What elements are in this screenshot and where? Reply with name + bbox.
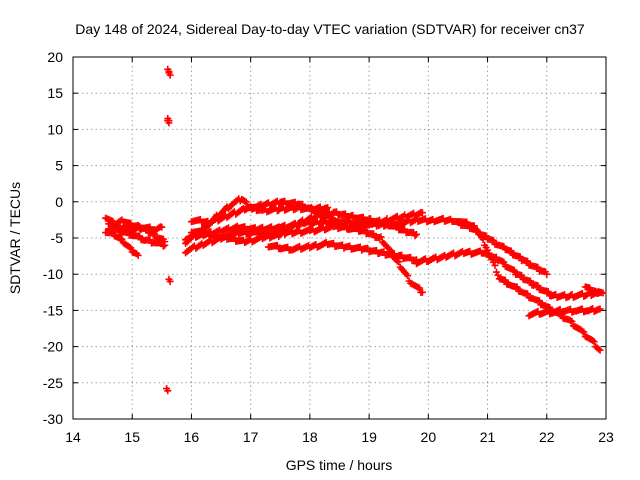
data-point [377,233,385,241]
data-point [491,261,499,269]
data-point [361,226,369,234]
data-point [134,251,142,259]
data-point [489,236,497,244]
data-point [418,209,426,217]
y-tick-label: -10 [43,266,63,282]
data-point [479,235,487,243]
data-point [578,327,586,335]
data-point [463,218,471,226]
data-point [412,230,420,238]
data-point [158,223,166,231]
data-point [535,297,543,305]
data-point [393,222,401,230]
x-tick-label: 17 [243,429,259,445]
data-points [102,65,607,395]
x-tick-label: 21 [480,429,496,445]
data-point [414,283,422,291]
data-point [165,119,173,127]
data-point [319,209,327,217]
data-point [543,270,551,278]
y-tick-label: -30 [43,411,63,427]
data-point [370,230,378,238]
data-point [501,276,509,284]
x-tick-label: 23 [598,429,614,445]
y-tick-label: 15 [47,85,63,101]
axis-layer: 14 15 16 17 18 19 20 21 22 23 -30 -25 -20 -15 -10 -5 0 5 1… [43,49,614,445]
data-point [534,282,542,290]
x-axis-label: GPS time / hours [286,457,393,473]
data-point [113,224,121,232]
data-point [166,71,174,79]
y-tick-label: -15 [43,302,63,318]
data-point [166,277,174,285]
data-point [590,338,598,346]
data-point [568,317,576,325]
y-tick-label: -25 [43,375,63,391]
data-point [404,272,412,280]
chart-title: Day 148 of 2024, Sidereal Day-to-day VTE… [75,21,585,37]
data-point [580,328,588,336]
data-point [596,346,604,354]
data-point [589,336,597,344]
y-tick-label: -20 [43,339,63,355]
data-point [546,303,554,311]
data-point [298,200,306,208]
grid-layer [73,57,606,419]
data-point [595,345,603,353]
data-point [127,244,135,252]
data-point [159,242,167,250]
data-point [383,218,391,226]
data-point [526,277,534,285]
y-tick-label: 5 [55,158,63,174]
data-point [242,198,250,206]
data-point [309,205,317,213]
data-point [500,258,508,266]
x-tick-label: 14 [65,429,81,445]
data-point [513,283,521,291]
y-axis-label: SDTVAR / TECUs [7,182,23,294]
y-tick-label: 20 [47,49,63,65]
x-tick-label: 19 [361,429,377,445]
data-point [415,284,423,292]
data-point [418,288,426,296]
data-point [411,232,419,240]
y-tick-label: 0 [55,194,63,210]
data-point [125,243,133,251]
data-point [599,289,607,297]
data-point [544,288,552,296]
data-point [164,387,172,395]
y-tick-label: 10 [47,121,63,137]
data-point [524,290,532,298]
data-point [507,247,515,255]
x-tick-label: 15 [124,429,140,445]
data-point [241,197,249,205]
data-point [494,271,502,279]
data-point [566,317,574,325]
data-point [395,258,403,266]
data-point [336,218,343,226]
data-point [161,241,169,249]
y-tick-label: -5 [51,230,64,246]
data-point [596,305,604,313]
data-point [273,241,281,249]
data-point [136,232,144,240]
data-point [524,257,532,265]
data-point [118,235,126,243]
x-tick-label: 18 [302,429,318,445]
x-tick-label: 20 [421,429,437,445]
x-tick-label: 22 [539,429,555,445]
x-tick-label: 16 [184,429,200,445]
data-point [518,271,526,279]
data-point [327,213,335,221]
data-point [510,266,518,274]
